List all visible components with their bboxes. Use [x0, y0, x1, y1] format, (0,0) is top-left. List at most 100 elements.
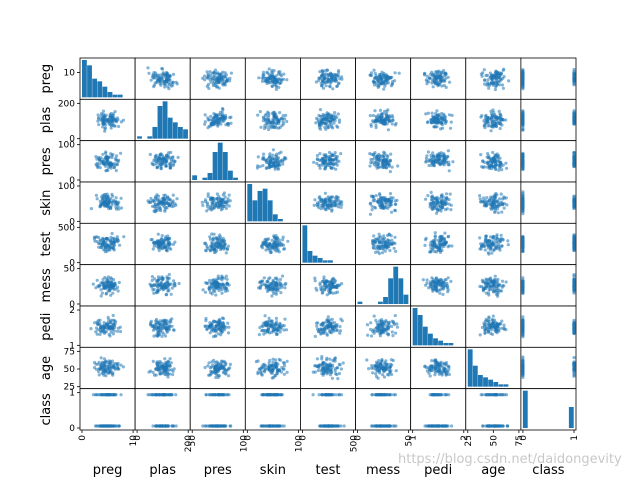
scatter-point — [281, 238, 285, 242]
scatter-point — [322, 161, 326, 165]
scatter-point — [206, 72, 210, 76]
scatter-point — [119, 206, 124, 210]
scatter-point — [434, 117, 439, 121]
scatter-point — [491, 150, 495, 155]
scatter-point — [376, 250, 380, 254]
scatter-point — [482, 200, 486, 204]
scatter-point — [424, 197, 428, 201]
scatter-point — [101, 277, 105, 282]
scatter-point — [386, 81, 390, 85]
scatter-point — [219, 331, 224, 335]
scatter-point — [337, 81, 341, 85]
hist-bar-mess-5 — [383, 297, 388, 304]
scatter-point — [275, 158, 279, 162]
scatter-points-preg-pres — [201, 68, 233, 90]
scatter-point — [440, 248, 444, 252]
scatter-points-skin-plas — [146, 193, 179, 214]
scatter-point — [504, 161, 508, 165]
scatter-points-mess-test — [313, 275, 344, 297]
scatter-point — [318, 166, 322, 170]
hist-bar-mess-8 — [398, 278, 404, 304]
scatter-point — [274, 154, 278, 158]
scatter-point — [393, 209, 397, 213]
scatter-point — [480, 114, 484, 118]
scatter-point — [274, 292, 278, 296]
scatter-point — [431, 282, 435, 286]
scatter-point — [99, 294, 103, 298]
scatter-point — [109, 284, 113, 288]
scatter-point — [104, 160, 108, 164]
scatter-point — [283, 286, 287, 290]
scatter-point — [390, 122, 394, 126]
scatter-point — [163, 159, 167, 163]
scatter-point — [324, 84, 328, 88]
scatter-point — [158, 163, 162, 167]
scatter-point — [171, 163, 175, 168]
scatter-point — [371, 119, 375, 123]
scatter-point — [327, 198, 331, 202]
scatter-point — [444, 72, 448, 76]
scatter-point — [218, 197, 222, 201]
cell-frame-mess-class — [520, 264, 577, 307]
hist-bar-plas-6 — [167, 117, 173, 139]
scatter-point — [171, 155, 175, 160]
scatter-point — [494, 278, 498, 282]
scatter-point — [99, 245, 103, 250]
scatter-point — [499, 114, 503, 118]
scatter-point — [521, 202, 525, 206]
scatter-point — [497, 71, 501, 75]
scatter-point — [382, 234, 386, 238]
scatter-point — [209, 114, 213, 118]
scatter-point — [101, 125, 105, 129]
scatter-point — [107, 289, 111, 293]
hist-bar-preg-5 — [107, 92, 113, 98]
scatter-point — [220, 283, 224, 287]
scatter-point — [264, 248, 268, 252]
scatter-point — [115, 329, 120, 333]
scatter-point — [94, 286, 98, 290]
scatter-point — [262, 73, 266, 77]
scatter-point — [448, 126, 453, 130]
scatter-point — [385, 75, 389, 79]
scatter-point — [493, 195, 497, 199]
scatter-point — [104, 292, 108, 296]
scatter-point — [337, 120, 341, 124]
scatter-point — [262, 152, 266, 156]
scatter-point — [336, 112, 340, 116]
scatter-point — [492, 207, 496, 211]
hist-bar-skin-5 — [272, 214, 278, 222]
scatter-point — [377, 81, 381, 85]
scatter-point — [105, 277, 109, 281]
scatter-point — [449, 203, 453, 207]
scatter-point — [370, 161, 374, 165]
scatter-point — [521, 158, 525, 162]
scatter-point — [313, 276, 317, 280]
scatter-point — [106, 315, 110, 319]
scatter-point — [494, 288, 498, 292]
scatter-point — [256, 113, 260, 117]
scatter-point — [479, 242, 483, 246]
scatter-point — [277, 70, 281, 74]
scatter-point — [173, 159, 177, 163]
scatter-point — [438, 76, 442, 81]
scatter-point — [156, 275, 161, 279]
scatter-point — [104, 195, 108, 199]
hist-bar-test-5 — [328, 260, 333, 263]
scatter-point — [226, 199, 230, 203]
scatter-point — [106, 323, 110, 328]
scatter-point — [382, 76, 386, 80]
scatter-point — [163, 193, 167, 197]
scatter-point — [269, 159, 273, 163]
scatter-point — [271, 120, 275, 124]
scatter-point — [109, 243, 113, 247]
scatter-point — [493, 210, 497, 214]
scatter-point — [101, 109, 106, 113]
scatter-point — [373, 250, 378, 254]
scatter-point — [215, 203, 219, 207]
scatter-point — [201, 288, 205, 292]
scatter-point — [158, 200, 163, 205]
scatter-point — [478, 197, 482, 201]
scatter-points-plas-mess — [368, 108, 398, 132]
scatter-point — [431, 117, 435, 122]
scatter-point — [169, 160, 173, 164]
